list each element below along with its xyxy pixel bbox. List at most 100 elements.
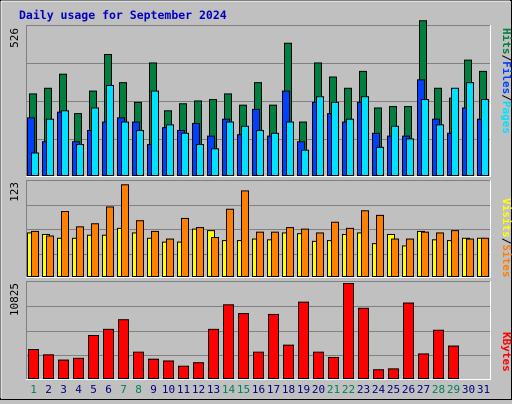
bar-sites-day-22 [346, 227, 354, 277]
bar-kbytes-day-19 [298, 301, 309, 379]
day-label: 29 [447, 383, 460, 396]
bar-sites-day-28 [436, 232, 444, 277]
bar-kbytes-day-23 [358, 307, 369, 379]
series-label-sep-2: / [500, 94, 512, 101]
bar-kbytes-day-24 [373, 369, 384, 380]
bar-kbytes-day-17 [268, 313, 279, 379]
day-label: 9 [150, 383, 157, 396]
bar-pages-day-14 [226, 121, 234, 176]
bar-kbytes-day-11 [178, 365, 189, 379]
day-label: 13 [207, 383, 220, 396]
bar-sites-day-19 [301, 228, 309, 278]
day-label: 1 [30, 383, 37, 396]
bar-pages-day-3 [61, 110, 69, 176]
day-label: 28 [432, 383, 445, 396]
ymax-label-visits: 123 [8, 182, 21, 202]
bar-sites-day-13 [211, 237, 219, 277]
series-label-pages: Pages [500, 101, 512, 134]
bar-sites-day-30 [466, 238, 474, 277]
bar-pages-day-13 [211, 148, 219, 176]
bar-sites-day-31 [481, 237, 489, 278]
day-label: 16 [252, 383, 265, 396]
bar-kbytes-day-29 [448, 345, 459, 379]
bar-pages-day-24 [376, 146, 384, 176]
chart-title: Daily usage for September 2024 [19, 8, 227, 22]
bar-kbytes-day-15 [238, 313, 249, 379]
day-label: 2 [45, 383, 52, 396]
bar-kbytes-day-1 [28, 349, 39, 380]
bar-kbytes-day-22 [343, 283, 354, 379]
bar-sites-day-6 [106, 206, 114, 278]
bar-kbytes-day-5 [88, 334, 99, 379]
bar-kbytes-day-10 [163, 360, 174, 379]
series-label-sep-1: / [500, 55, 512, 62]
bar-pages-day-17 [271, 132, 279, 176]
day-label: 14 [222, 383, 236, 396]
bar-sites-day-8 [136, 220, 144, 277]
bar-pages-day-22 [346, 118, 354, 176]
day-label: 8 [135, 383, 142, 396]
bar-pages-day-4 [76, 144, 84, 176]
bar-pages-day-30 [466, 82, 474, 176]
bar-pages-day-5 [91, 107, 99, 176]
bar-kbytes-day-3 [58, 359, 69, 379]
day-label: 15 [237, 383, 250, 396]
bar-sites-day-7 [121, 184, 129, 277]
bar-pages-day-20 [316, 96, 324, 176]
series-label-sep-3: / [500, 238, 512, 245]
bar-sites-day-18 [286, 227, 294, 277]
bar-pages-day-15 [241, 125, 249, 177]
bar-sites-day-24 [376, 214, 384, 277]
bar-pages-day-1 [31, 152, 39, 176]
bar-sites-day-25 [391, 238, 399, 277]
bar-kbytes-day-16 [253, 351, 264, 380]
series-label-kbytes: KBytes [500, 332, 512, 372]
day-label: 19 [297, 383, 310, 396]
bar-sites-day-17 [271, 231, 279, 277]
bar-kbytes-day-26 [403, 302, 414, 379]
day-label: 6 [105, 383, 112, 396]
bar-sites-day-2 [46, 235, 54, 278]
bar-pages-day-28 [436, 124, 444, 177]
bar-kbytes-day-7 [118, 319, 129, 380]
day-label: 20 [312, 383, 325, 396]
ymax-label-hits: 526 [8, 28, 21, 48]
bar-pages-day-7 [121, 121, 129, 176]
bar-kbytes-day-28 [433, 329, 444, 380]
bar-kbytes-day-9 [148, 358, 159, 379]
bar-kbytes-day-20 [313, 351, 324, 380]
bar-kbytes-day-25 [388, 368, 399, 380]
day-label: 4 [75, 383, 82, 396]
bar-sites-day-9 [151, 230, 159, 277]
day-label: 27 [417, 383, 430, 396]
bar-sites-day-26 [406, 238, 414, 277]
bar-kbytes-day-6 [103, 328, 114, 379]
day-label: 30 [462, 383, 475, 396]
bar-sites-day-11 [181, 217, 189, 278]
day-label: 23 [357, 383, 370, 396]
bar-pages-day-11 [181, 132, 189, 176]
bar-pages-day-8 [136, 129, 144, 176]
bar-sites-day-16 [256, 231, 264, 277]
day-label: 26 [402, 383, 415, 396]
bar-sites-day-15 [241, 190, 249, 278]
series-label-visits-sites: Visits/Sites [500, 198, 512, 278]
bar-pages-day-2 [46, 118, 54, 176]
bar-pages-day-27 [421, 99, 429, 176]
bar-sites-day-4 [76, 226, 84, 278]
bar-pages-day-29 [451, 87, 459, 176]
day-label: 22 [342, 383, 355, 396]
ymax-label-kbytes: 10825 [8, 283, 21, 316]
bar-pages-day-12 [196, 144, 204, 176]
series-label-sites: Sites [500, 244, 512, 277]
day-label: 10 [162, 383, 175, 396]
series-label-kbytes-group: KBytes [500, 332, 512, 372]
day-label: 18 [282, 383, 295, 396]
bar-pages-day-16 [256, 129, 264, 176]
day-label: 31 [477, 383, 490, 396]
bar-pages-day-10 [166, 124, 174, 177]
day-label: 11 [177, 383, 190, 396]
bar-kbytes-day-14 [223, 304, 234, 380]
